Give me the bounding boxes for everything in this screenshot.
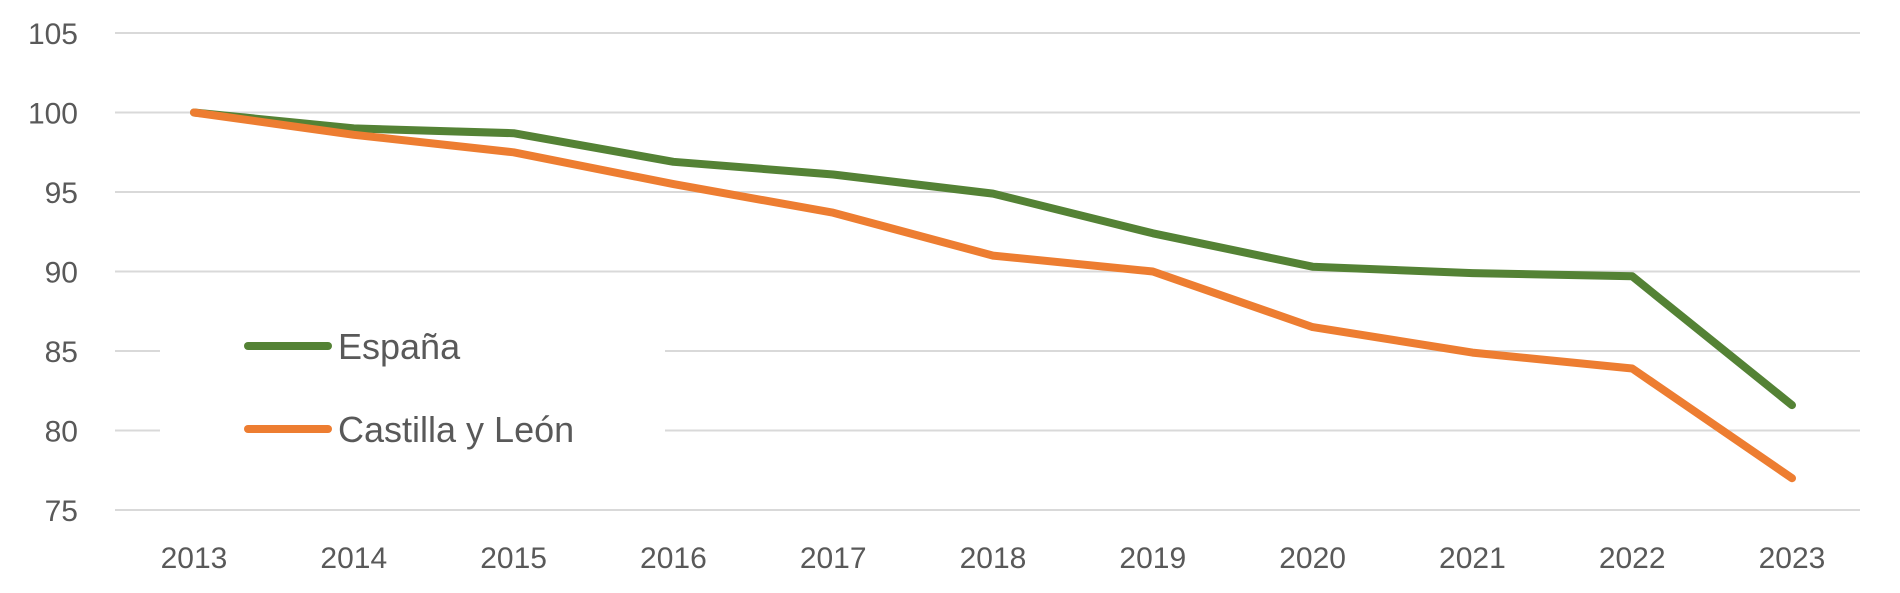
legend-background — [160, 315, 665, 465]
x-tick-label-2016: 2016 — [640, 542, 707, 575]
x-tick-label-2019: 2019 — [1119, 542, 1186, 575]
y-tick-label-95: 95 — [45, 177, 78, 210]
y-axis-tick-labels: 75 80 85 90 95 100 105 — [28, 18, 78, 528]
legend-label-espana: España — [338, 326, 461, 367]
legend: España Castilla y León — [160, 315, 665, 465]
series-line-1 — [190, 108, 1796, 483]
x-tick-label-2023: 2023 — [1759, 542, 1826, 575]
x-tick-label-2021: 2021 — [1439, 542, 1506, 575]
legend-label-castilla-y-leon: Castilla y León — [338, 409, 574, 450]
y-tick-label-75: 75 — [45, 495, 78, 528]
y-tick-label-90: 90 — [45, 257, 78, 290]
x-tick-label-2022: 2022 — [1599, 542, 1666, 575]
y-tick-label-100: 100 — [28, 98, 78, 131]
x-tick-label-2018: 2018 — [960, 542, 1027, 575]
x-tick-label-2014: 2014 — [320, 542, 387, 575]
y-tick-label-85: 85 — [45, 336, 78, 369]
x-axis-tick-labels: 2013 2014 2015 2016 2017 2018 2019 2020 2021 2022… — [161, 542, 1826, 575]
y-tick-label-105: 105 — [28, 18, 78, 51]
y-tick-label-80: 80 — [45, 416, 78, 449]
x-tick-label-2017: 2017 — [800, 542, 867, 575]
series-lines — [190, 108, 1796, 483]
x-tick-label-2020: 2020 — [1279, 542, 1346, 575]
x-tick-label-2015: 2015 — [480, 542, 547, 575]
x-tick-label-2013: 2013 — [161, 542, 228, 575]
series-line-0 — [190, 108, 1796, 410]
